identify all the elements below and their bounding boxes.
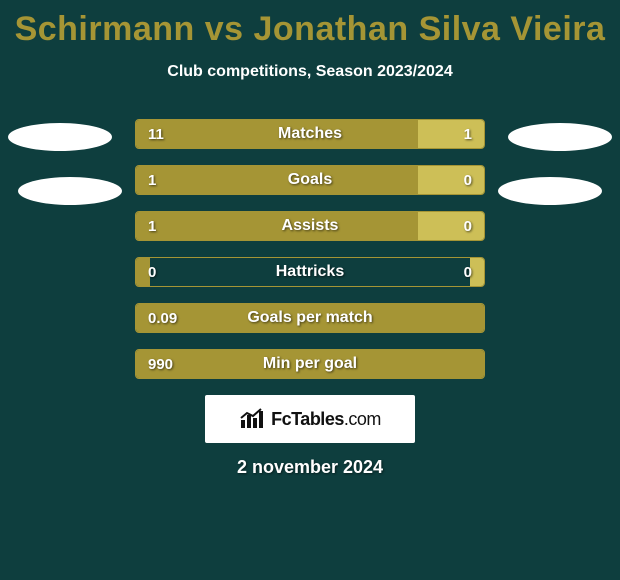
stat-label: Goals per match <box>136 304 484 332</box>
stat-row: Goals per match0.09 <box>135 303 485 333</box>
stat-label: Min per goal <box>136 350 484 378</box>
player-b-name: Jonathan Silva Vieira <box>254 10 606 48</box>
comparison-stage: Matches111Goals10Assists10Hattricks00Goa… <box>0 119 620 379</box>
player-a-name: Schirmann <box>15 10 195 48</box>
brand-name: FcTables <box>271 409 344 429</box>
stat-row: Assists1 0 <box>135 211 485 241</box>
stat-value-right: 0 <box>464 212 472 240</box>
footer-date: 2 november 2024 <box>0 457 620 478</box>
stat-rows: Matches111Goals10Assists10Hattricks00Goa… <box>0 119 620 379</box>
stat-value-left: 11 <box>148 120 164 148</box>
player-a-photo-placeholder-1 <box>8 123 112 151</box>
stat-label: Hattricks <box>136 258 484 286</box>
player-a-photo-placeholder-2 <box>18 177 122 205</box>
stat-value-left: 990 <box>148 350 173 378</box>
brand-text: FcTables.com <box>271 409 381 430</box>
stat-value-right: 0 <box>464 258 472 286</box>
subtitle: Club competitions, Season 2023/2024 <box>0 63 620 81</box>
stat-row: Hattricks0 0 <box>135 257 485 287</box>
stat-row: Goals1 0 <box>135 165 485 195</box>
vs-separator: vs <box>205 10 254 48</box>
page-title: Schirmann vs Jonathan Silva Vieira <box>0 0 620 49</box>
player-b-photo-placeholder-2 <box>498 177 602 205</box>
stat-value-right: 0 <box>464 166 472 194</box>
stat-value-left: 0 <box>148 258 156 286</box>
brand-suffix: .com <box>344 409 381 429</box>
stat-label: Matches <box>136 120 484 148</box>
stat-value-right: 1 <box>464 120 472 148</box>
stat-value-left: 0.09 <box>148 304 177 332</box>
stat-value-left: 1 <box>148 166 156 194</box>
stat-value-left: 1 <box>148 212 156 240</box>
player-b-photo-placeholder-1 <box>508 123 612 151</box>
stat-label: Goals <box>136 166 484 194</box>
stat-row: Min per goal990 <box>135 349 485 379</box>
brand-logo-icon <box>239 408 265 430</box>
brand-badge[interactable]: FcTables.com <box>205 395 415 443</box>
stat-row: Matches111 <box>135 119 485 149</box>
stat-label: Assists <box>136 212 484 240</box>
